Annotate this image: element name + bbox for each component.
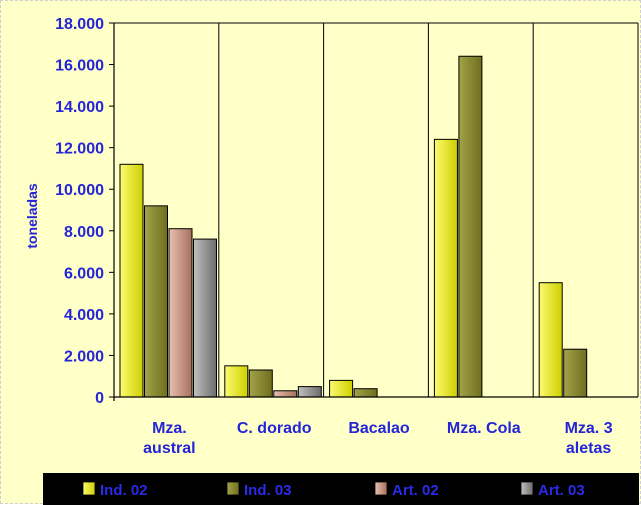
- legend-swatch-art-02: [374, 481, 388, 496]
- category-label: Mza. 3 aletas: [565, 420, 613, 457]
- y-tick-label: 12.000: [55, 141, 104, 158]
- y-tick-label: 18.000: [55, 16, 104, 33]
- axes-layer: [113, 23, 638, 401]
- category-label: C. dorado: [237, 420, 312, 437]
- legend-band: [43, 473, 639, 505]
- y-tick-label: 8.000: [64, 224, 104, 241]
- category-label: Bacalao: [348, 420, 410, 437]
- y-tick-label: 0: [95, 390, 104, 407]
- bar-ind-02-3: [433, 138, 458, 398]
- legend-swatch-art-03: [520, 481, 534, 496]
- legend-swatch-ind-02: [82, 481, 96, 496]
- bar-ind-02-2: [329, 379, 354, 398]
- legend: Ind. 02 Ind. 03 Art. 02 Art. 03: [43, 473, 639, 505]
- bar-ind-03-3: [458, 55, 483, 398]
- bar-ind-02-4: [538, 282, 563, 398]
- category-label: Mza. austral: [143, 420, 195, 457]
- bar-ind-02-1: [224, 365, 249, 398]
- bar-art-03-0: [193, 238, 217, 398]
- bar-art-03-1: [297, 386, 322, 398]
- bar-ind-03-1: [248, 369, 273, 398]
- y-tick-label: 16.000: [55, 58, 104, 75]
- legend-label: Ind. 02: [100, 482, 148, 499]
- y-tick-label: 2.000: [64, 348, 104, 365]
- legend-label: Art. 02: [392, 482, 439, 499]
- bar-art-02-1: [273, 390, 298, 398]
- bar-ind-03-2: [353, 388, 378, 398]
- y-tick-label: 6.000: [64, 265, 104, 282]
- bar-ind-03-4: [563, 348, 588, 398]
- y-ticks-layer: 0 2.000 4.000 6.000 8.000 10.000 12.000 14.000 1…: [55, 16, 114, 407]
- y-tick-label: 14.000: [55, 99, 104, 116]
- bar-ind-03-0: [144, 205, 168, 398]
- grid-layer: [114, 22, 639, 397]
- legend-label: Art. 03: [538, 482, 585, 499]
- legend-label: Ind. 03: [244, 482, 292, 499]
- y-tick-label: 4.000: [64, 307, 104, 324]
- category-label: Mza. Cola: [447, 420, 521, 437]
- y-tick-label: 10.000: [55, 182, 104, 199]
- y-axis-title: toneladas: [24, 183, 40, 249]
- bar-ind-02-0: [119, 163, 144, 398]
- category-labels-layer: Mza. austral C. dorado Bacalao Mza. Cola Mza.…: [143, 420, 613, 457]
- bar-art-02-0: [168, 228, 193, 398]
- bars-layer: [119, 55, 588, 398]
- legend-swatch-ind-03: [226, 481, 240, 496]
